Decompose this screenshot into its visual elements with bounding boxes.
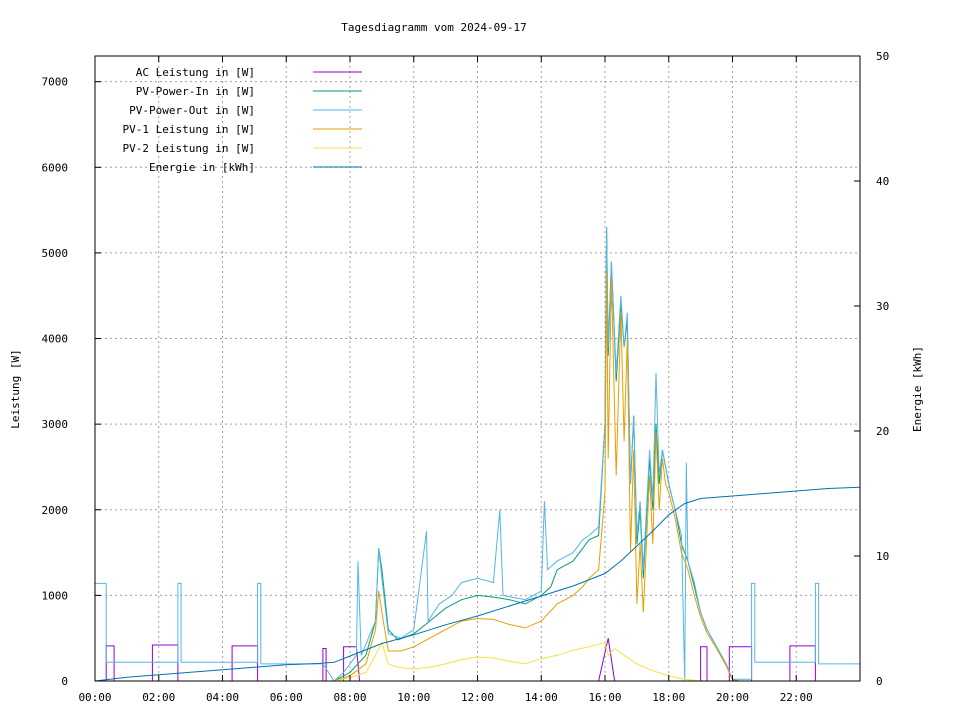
- y-tick-label: 5000: [42, 247, 69, 260]
- grid: [95, 56, 860, 681]
- chart-title: Tagesdiagramm vom 2024-09-17: [341, 21, 526, 34]
- y2-tick-label: 20: [876, 425, 889, 438]
- y-tick-label: 4000: [42, 333, 69, 346]
- y2-tick-label: 10: [876, 550, 889, 563]
- x-tick-label: 02:00: [142, 691, 175, 704]
- plot-series: [94, 227, 861, 682]
- y-tick-label: 1000: [42, 589, 69, 602]
- x-tick-label: 18:00: [652, 691, 685, 704]
- x-tick-label: 22:00: [780, 691, 813, 704]
- series-line-1: [95, 638, 860, 682]
- legend-label-2: PV-Power-In in [W]: [136, 85, 255, 98]
- x-tick-label: 16:00: [588, 691, 621, 704]
- legend-label-6: Energie in [kWh]: [149, 161, 255, 174]
- y2-tick-label: 30: [876, 300, 889, 313]
- y2-tick-label: 40: [876, 175, 889, 188]
- x-tick-label: 10:00: [397, 691, 430, 704]
- y2-tick-label: 0: [876, 675, 883, 688]
- legend-label-1: AC Leistung in [W]: [136, 66, 255, 79]
- y-axis-label: Leistung [W]: [9, 349, 22, 428]
- x-tick-label: 08:00: [333, 691, 366, 704]
- series-line-6: [94, 486, 861, 682]
- y-tick-label: 3000: [42, 418, 69, 431]
- x-tick-label: 04:00: [206, 691, 239, 704]
- x-tick-label: 00:00: [78, 691, 111, 704]
- legend-label-5: PV-2 Leistung in [W]: [123, 142, 255, 155]
- y-tick-label: 6000: [42, 161, 69, 174]
- legend-label-4: PV-1 Leistung in [W]: [123, 123, 255, 136]
- series-line-4: [95, 269, 860, 682]
- x-tick-label: 20:00: [716, 691, 749, 704]
- y-tick-label: 2000: [42, 504, 69, 517]
- y2-tick-label: 50: [876, 50, 889, 63]
- series-line-5: [95, 641, 860, 682]
- legend-label-3: PV-Power-Out in [W]: [129, 104, 255, 117]
- x-tick-label: 14:00: [525, 691, 558, 704]
- x-tick-label: 06:00: [270, 691, 303, 704]
- series-line-3: [95, 227, 860, 682]
- y2-axis-label: Energie [kWh]: [911, 346, 924, 432]
- y-tick-label: 0: [61, 675, 68, 688]
- y-tick-label: 7000: [42, 76, 69, 89]
- x-tick-label: 12:00: [461, 691, 494, 704]
- legend: AC Leistung in [W] PV-Power-In in [W] PV-P…: [123, 66, 362, 174]
- axis-ticks: 00:00 02:00 04:00 06:00 08:00 10:00 12:00 14:00…: [42, 50, 890, 704]
